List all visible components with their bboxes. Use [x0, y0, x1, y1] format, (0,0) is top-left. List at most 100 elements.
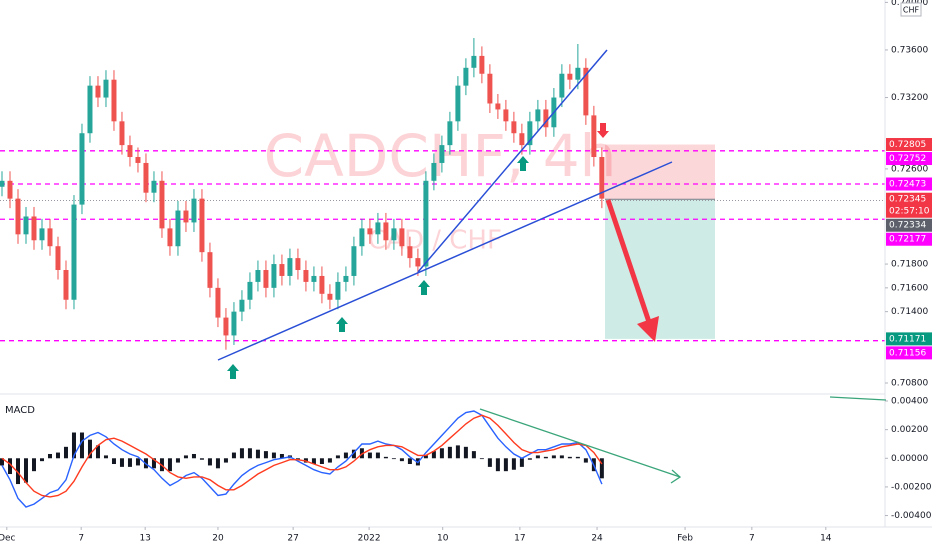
candle-body: [439, 145, 445, 163]
histogram-bar: [39, 458, 44, 462]
divergence-line: [829, 396, 887, 401]
buy-arrow: [227, 364, 239, 379]
candle-body: [255, 270, 261, 282]
histogram-bar: [471, 451, 476, 459]
candle-body: [191, 198, 197, 223]
candle-body: [119, 121, 125, 146]
histogram-bar: [271, 452, 276, 459]
divergence-line: [479, 408, 681, 478]
histogram-bar: [423, 455, 428, 459]
histogram-bar: [559, 455, 564, 459]
candle-body: [15, 198, 21, 235]
histogram-bar: [399, 458, 404, 462]
direction-arrow-head: [637, 316, 659, 342]
histogram-bar: [79, 432, 84, 459]
y-tick-label: -0.00200: [891, 482, 932, 492]
histogram-bar: [31, 458, 36, 472]
histogram-bar: [311, 458, 316, 465]
candle-body: [7, 180, 13, 199]
candle-body: [111, 79, 117, 122]
candle-body: [63, 270, 69, 300]
countdown: 02:57:10: [889, 207, 930, 217]
x-tick-label: 7: [78, 534, 84, 544]
direction-arrow: [605, 199, 653, 326]
candle-body: [143, 162, 149, 193]
y-tick-label: 0.72600: [891, 164, 928, 174]
candle-body: [175, 210, 181, 247]
histogram-bar: [479, 458, 484, 460]
histogram-bar: [575, 456, 580, 459]
histogram-bar: [95, 445, 100, 459]
candle-body: [95, 85, 101, 98]
x-tick-label: 17: [514, 534, 525, 544]
candle-body: [311, 275, 317, 282]
candle-body: [207, 252, 213, 288]
trendline: [217, 161, 673, 361]
price-label-box: [886, 138, 932, 152]
histogram-bar: [55, 452, 60, 459]
histogram-bar: [391, 458, 396, 460]
x-tick-label: 13: [139, 534, 150, 544]
price-label: 0.72334: [889, 221, 926, 231]
currency: CHF: [903, 6, 920, 15]
histogram-bar: [223, 458, 228, 463]
histogram-bar: [239, 448, 244, 459]
histogram-bar: [191, 453, 196, 459]
histogram-bar: [335, 455, 340, 459]
candle-body: [503, 109, 509, 122]
histogram-bar: [407, 458, 412, 465]
candle-body: [559, 73, 565, 98]
candle-body: [383, 222, 389, 241]
candle-body: [455, 85, 461, 122]
candle-body: [295, 258, 301, 271]
candle-body: [247, 281, 253, 300]
buy-arrow: [418, 280, 430, 295]
candle-body: [271, 264, 277, 288]
histogram-bar: [599, 458, 604, 479]
candle-body: [103, 79, 109, 98]
x-tick-label: Feb: [677, 534, 693, 544]
candle-body: [407, 246, 413, 259]
candle-body: [215, 287, 221, 318]
stop-zone: [605, 144, 715, 200]
candle-body: [31, 216, 37, 241]
histogram-bar: [119, 458, 124, 467]
histogram-bar: [183, 455, 188, 459]
histogram-bar: [535, 455, 540, 459]
histogram-bar: [431, 451, 436, 459]
candle-body: [399, 228, 405, 247]
histogram-bar: [495, 458, 500, 472]
histogram-bar: [367, 452, 372, 459]
candle-body: [351, 246, 357, 276]
price-label-box: [886, 152, 932, 166]
histogram-bar: [383, 456, 388, 459]
histogram-bar: [255, 449, 260, 459]
x-tick-label: 24: [591, 534, 603, 544]
candle-body: [279, 264, 285, 276]
candle-body: [183, 210, 189, 223]
candle-body: [519, 133, 525, 146]
watermark-subtitle: CAD / CHF: [368, 226, 502, 256]
currency-box: [900, 2, 922, 17]
candle-body: [47, 228, 53, 247]
x-tick-label: 27: [287, 534, 298, 544]
candle-body: [167, 228, 173, 247]
candle-body: [127, 145, 133, 158]
candle-body: [479, 55, 485, 74]
indicator-title: MACD: [5, 405, 35, 416]
histogram-bar: [279, 453, 284, 459]
y-tick-label: -0.00400: [891, 511, 932, 521]
buy-arrow: [517, 156, 529, 171]
histogram-bar: [263, 451, 268, 459]
histogram-bar: [199, 458, 204, 460]
histogram-bar: [127, 458, 132, 467]
candle-body: [287, 258, 293, 276]
trendline: [417, 49, 608, 273]
histogram-bar: [487, 458, 492, 467]
y-tick-label: 0.70800: [891, 379, 928, 389]
candle-body: [199, 198, 205, 253]
price-label: 0.72805: [889, 140, 926, 150]
price-label: 0.72473: [889, 180, 926, 190]
candle-body: [319, 275, 325, 294]
histogram-bar: [167, 458, 172, 472]
